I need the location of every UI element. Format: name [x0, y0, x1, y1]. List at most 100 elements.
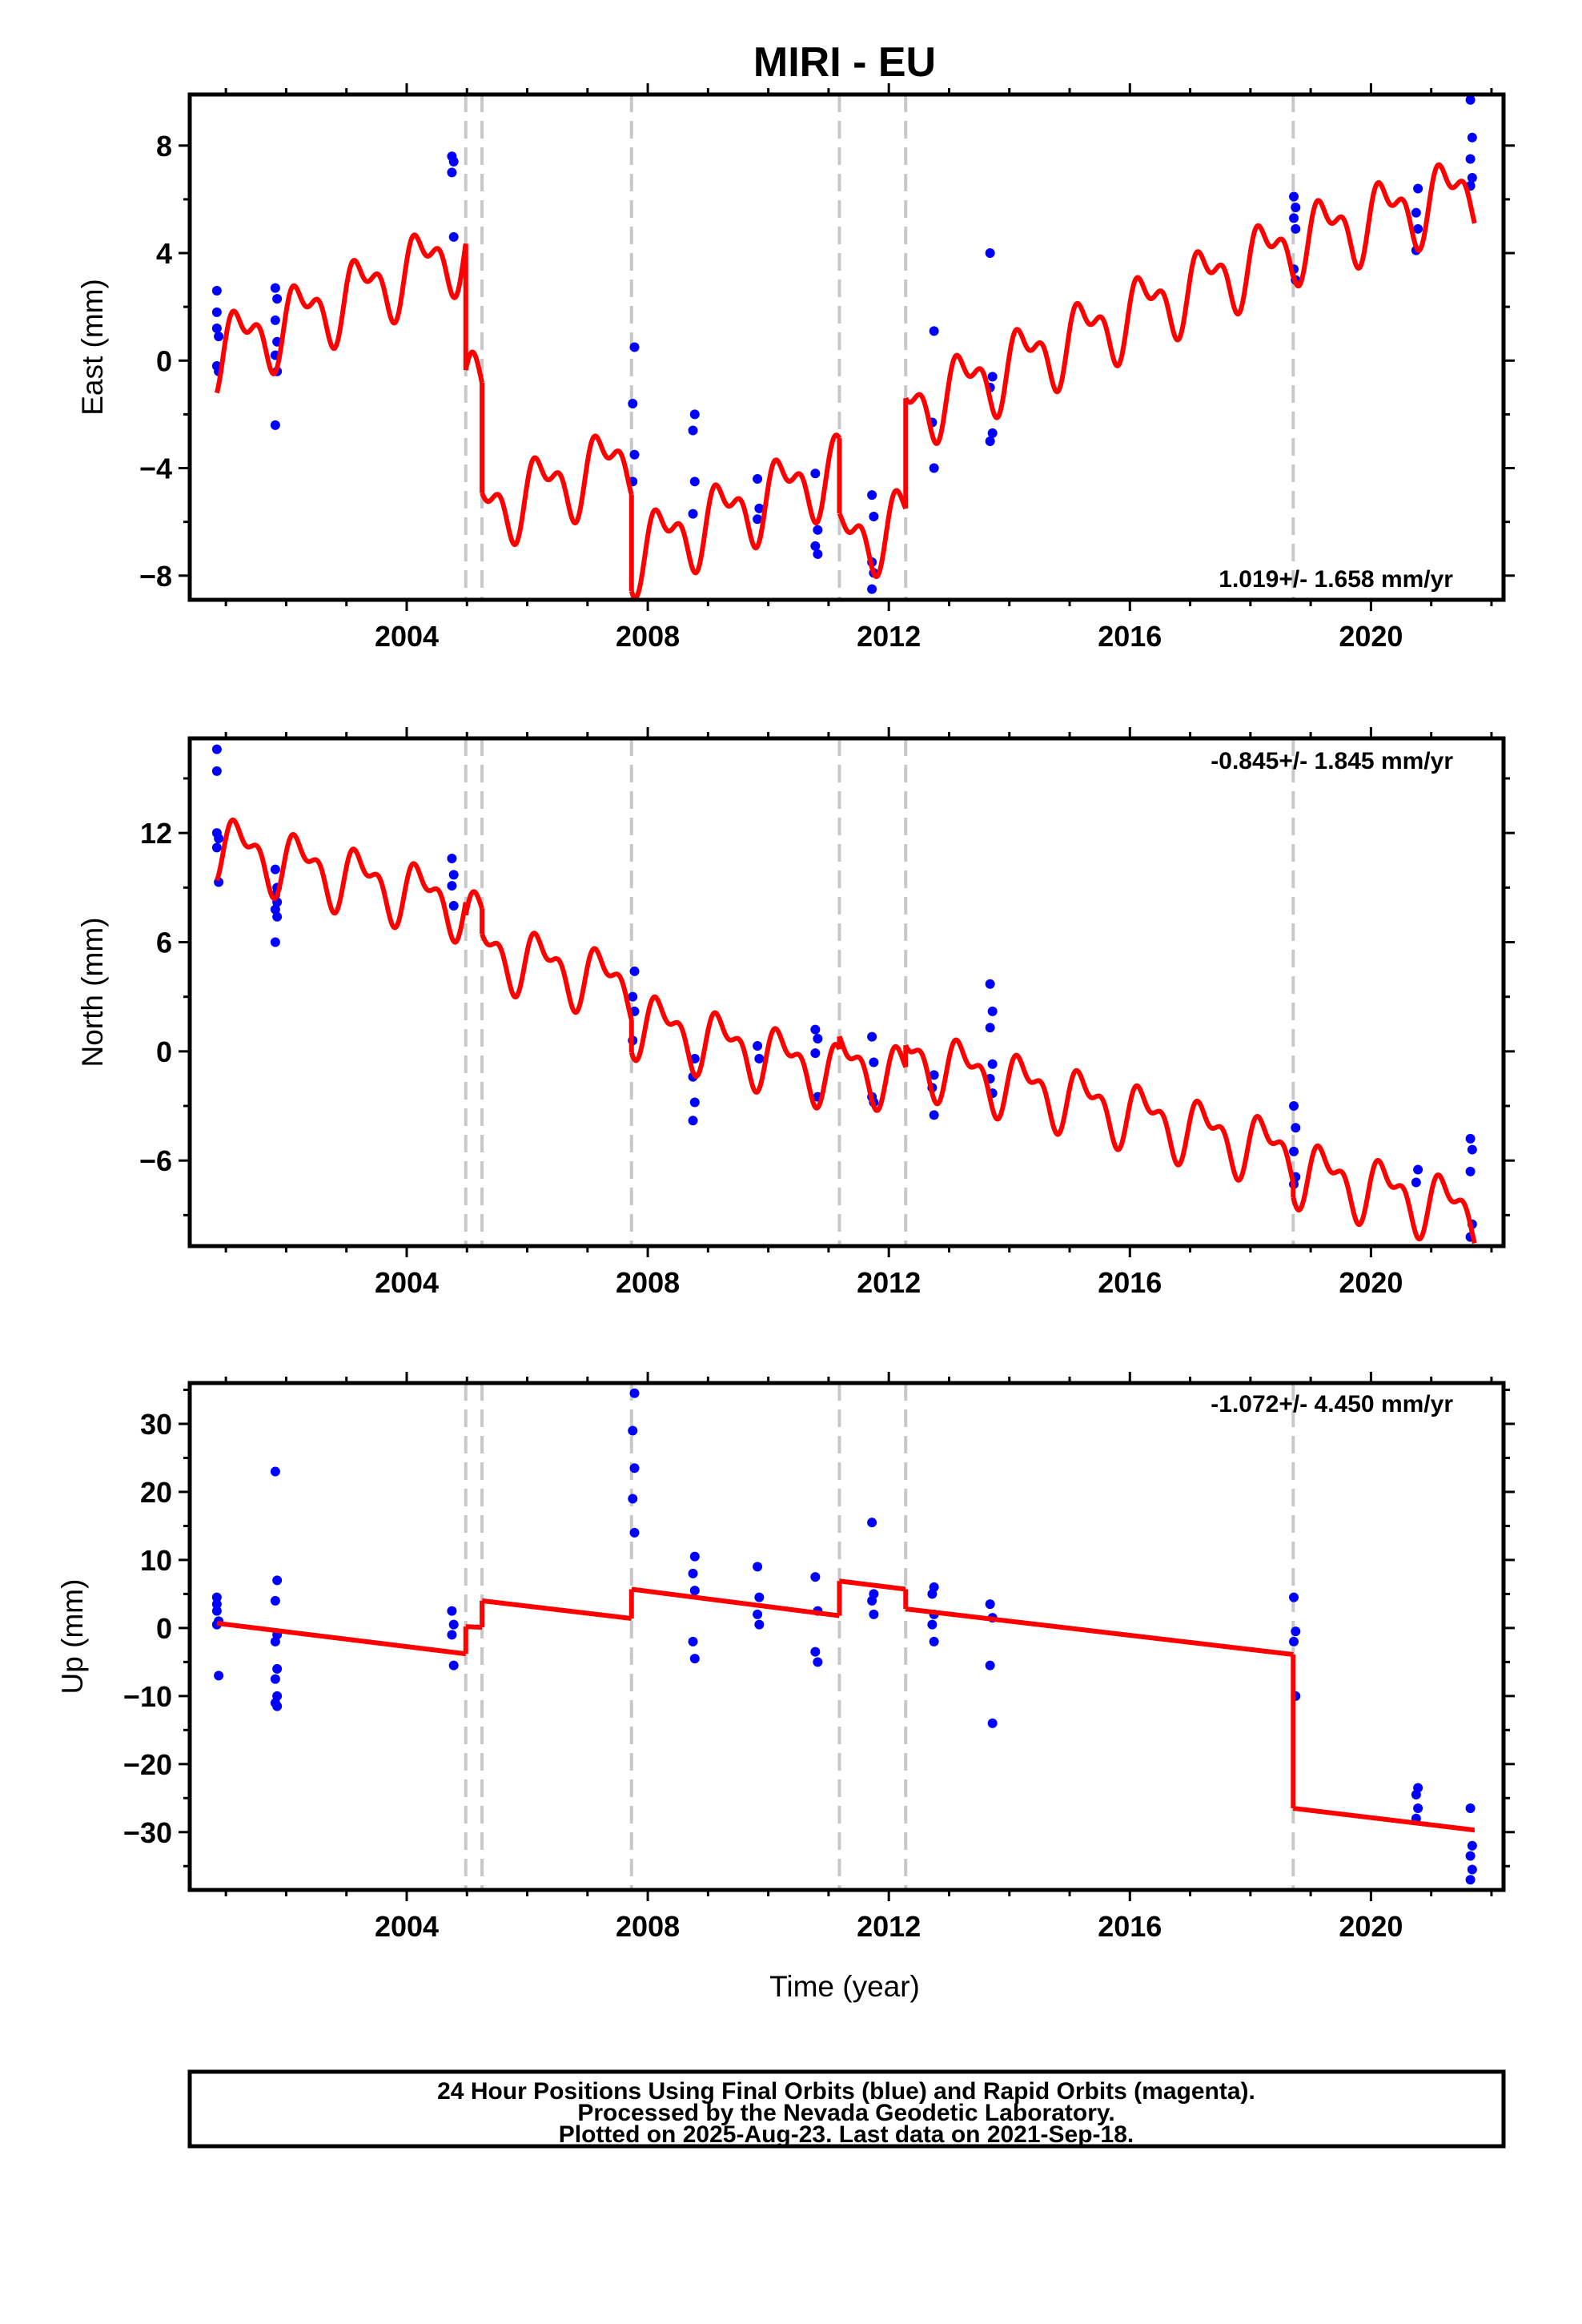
north-data-point: [214, 833, 224, 843]
north-data-point: [688, 1116, 698, 1126]
east-data-point: [753, 473, 763, 484]
footer-frame: [187, 2069, 1506, 2149]
north-fit-curve: [628, 994, 842, 1111]
east-data-point: [447, 167, 457, 178]
up-data-point: [1289, 1592, 1299, 1602]
east-data-point: [987, 372, 998, 382]
north-frame: [187, 736, 1506, 1248]
east-data-point: [753, 514, 763, 525]
east-data-point: [689, 476, 700, 487]
north-y-tick-label: 12: [140, 817, 172, 850]
east-data-point: [628, 398, 638, 408]
east-data-point: [1291, 202, 1301, 212]
up-fit-curve: [464, 1624, 484, 1630]
east-data-point: [211, 324, 222, 334]
east-data-point: [1289, 191, 1299, 202]
up-fit-curve: [1291, 1806, 1477, 1833]
up-data-point: [754, 1619, 765, 1630]
up-data-point: [270, 1674, 280, 1684]
up-data-point: [628, 1425, 638, 1436]
north-data-point: [211, 744, 222, 754]
east-fit-curve: [628, 432, 842, 600]
north-data-point: [448, 901, 459, 911]
up-data-point: [754, 1592, 765, 1602]
north-data-point: [929, 1110, 939, 1120]
up-y-tick-label: 20: [140, 1476, 172, 1509]
north-data-point: [985, 979, 995, 989]
east-data-point: [629, 342, 640, 352]
north-data-point: [1289, 1146, 1299, 1156]
up-data-point: [1467, 1840, 1477, 1851]
east-data-point: [448, 156, 459, 167]
east-data-point: [985, 436, 995, 446]
north-data-point: [447, 881, 457, 891]
up-data-point: [1465, 1803, 1476, 1814]
up-data-point: [753, 1609, 763, 1619]
north-x-tick-label: 2020: [1339, 1266, 1403, 1299]
up-data-point: [270, 1636, 280, 1647]
north-data-point: [272, 911, 283, 922]
up-data-point: [867, 1518, 877, 1528]
north-rate-label: -0.845+/- 1.845 mm/yr: [1211, 748, 1453, 774]
north-fit-curve: [480, 931, 634, 1021]
up-y-tick-label: 0: [156, 1612, 172, 1645]
up-data-point: [813, 1657, 823, 1667]
east-data-point: [270, 420, 280, 430]
east-data-point: [629, 449, 640, 460]
east-data-point: [689, 409, 700, 420]
up-data-point: [1411, 1790, 1421, 1800]
east-data-point: [1291, 223, 1301, 234]
east-data-point: [929, 463, 939, 473]
up-data-point: [810, 1572, 821, 1582]
east-x-tick-label: 2004: [375, 620, 439, 653]
north-data-point: [1289, 1101, 1299, 1112]
east-x-tick-label: 2012: [857, 620, 921, 653]
up-data-point: [689, 1654, 700, 1664]
east-data-point: [688, 509, 698, 519]
up-rate-label: -1.072+/- 4.450 mm/yr: [1211, 1391, 1453, 1417]
east-x-tick-label: 2008: [616, 620, 680, 653]
up-y-axis-label: Up (mm): [56, 1579, 89, 1695]
up-fit-curve: [629, 1586, 841, 1618]
east-data-point: [211, 307, 222, 317]
up-data-point: [447, 1630, 457, 1640]
east-data-point: [867, 490, 877, 501]
east-data-point: [869, 511, 879, 521]
up-panel: 2004 2008 2012 2016 2020 30 20 10 0 −10 −20 −30 Up (…: [56, 1372, 1515, 1943]
north-data-point: [1465, 1166, 1476, 1176]
east-data-point: [1413, 183, 1423, 194]
east-y-tick-label: −4: [139, 452, 172, 485]
east-y-tick-label: 0: [156, 344, 172, 377]
up-data-point: [629, 1527, 640, 1538]
up-data-point: [272, 1701, 283, 1711]
north-data-point: [270, 864, 280, 875]
up-data-point: [448, 1660, 459, 1671]
north-fit-curve: [837, 1035, 909, 1113]
up-y-tick-label: −10: [123, 1680, 172, 1713]
north-data-point: [987, 1059, 998, 1069]
footer-line-2: Processed by the Nevada Geodetic Laborat…: [577, 2100, 1114, 2126]
up-data-point: [214, 1671, 224, 1681]
north-data-point: [270, 904, 280, 915]
up-y-tick-label: −30: [123, 1816, 172, 1849]
north-x-tick-label: 2016: [1098, 1266, 1162, 1299]
north-data-point: [1413, 1164, 1423, 1175]
up-data-point: [1413, 1803, 1423, 1814]
north-data-point: [869, 1057, 879, 1068]
east-data-point: [810, 541, 821, 551]
up-data-point: [272, 1663, 283, 1674]
up-fit-curve: [215, 1620, 468, 1657]
up-data-point: [211, 1592, 222, 1602]
up-data-point: [688, 1568, 698, 1578]
up-plot-area: [211, 1388, 1477, 1885]
up-data-point: [869, 1609, 879, 1619]
north-x-tick-label: 2004: [375, 1266, 439, 1299]
up-data-point: [1465, 1875, 1476, 1885]
up-data-point: [753, 1562, 763, 1572]
north-y-tick-label: 6: [156, 927, 172, 959]
up-data-point: [1291, 1626, 1301, 1637]
east-y-axis-label: East (mm): [76, 279, 109, 416]
